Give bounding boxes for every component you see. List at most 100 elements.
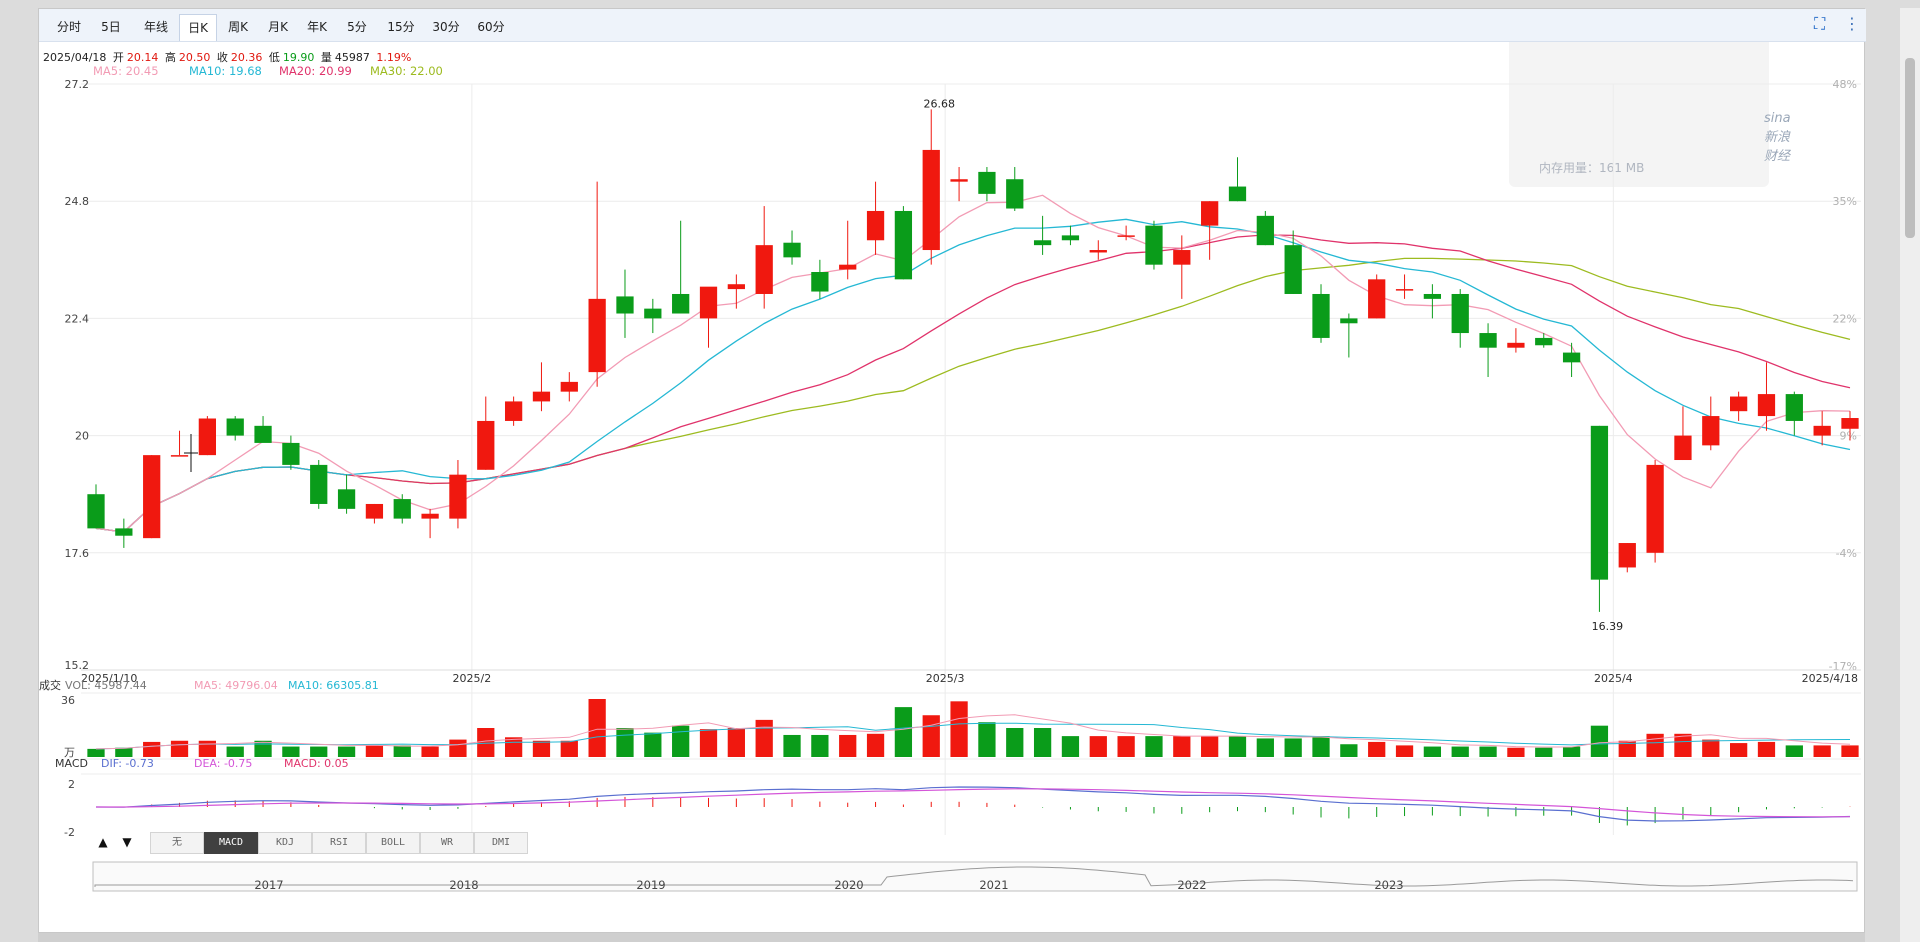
volume-bar[interactable] (1257, 738, 1274, 757)
candle-body[interactable] (978, 172, 995, 194)
volume-bar[interactable] (421, 747, 438, 757)
volume-bar[interactable] (1814, 745, 1831, 757)
scrollbar-thumb[interactable] (1905, 58, 1915, 238)
volume-bar[interactable] (366, 745, 383, 757)
volume-bar[interactable] (616, 728, 633, 757)
candle-body[interactable] (1173, 250, 1190, 265)
candle-body[interactable] (1563, 353, 1580, 363)
candle-body[interactable] (1034, 240, 1051, 245)
candle-body[interactable] (1117, 235, 1134, 237)
candle-body[interactable] (421, 514, 438, 519)
volume-bar[interactable] (1034, 728, 1051, 757)
volume-bar[interactable] (227, 747, 244, 757)
volume-bar[interactable] (644, 733, 661, 757)
overview-navigator[interactable] (93, 862, 1857, 891)
volume-bar[interactable] (867, 734, 884, 757)
indicator-button-无[interactable]: 无 (150, 832, 204, 854)
candle-body[interactable] (505, 401, 522, 421)
candle-body[interactable] (1062, 235, 1079, 240)
candle-body[interactable] (1646, 465, 1663, 553)
candle-body[interactable] (87, 494, 104, 528)
volume-bar[interactable] (1145, 736, 1162, 757)
candle-body[interactable] (1758, 394, 1775, 416)
volume-bar[interactable] (561, 741, 578, 757)
candle-body[interactable] (561, 382, 578, 392)
candle-body[interactable] (115, 528, 132, 535)
candle-body[interactable] (1201, 201, 1218, 225)
indicator-button-kdj[interactable]: KDJ (258, 832, 312, 854)
volume-bar[interactable] (839, 735, 856, 757)
candle-body[interactable] (950, 179, 967, 181)
volume-bar[interactable] (811, 735, 828, 757)
arrow-up-icon[interactable]: ▲ (93, 832, 113, 852)
candle-body[interactable] (533, 392, 550, 402)
chart-canvas[interactable]: 27.224.822.42017.615.248%35%22%9%-4%-17%… (39, 9, 1866, 934)
volume-bar[interactable] (87, 749, 104, 757)
volume-bar[interactable] (923, 715, 940, 757)
candle-body[interactable] (477, 421, 494, 470)
volume-bar[interactable] (1646, 734, 1663, 757)
volume-bar[interactable] (199, 741, 216, 757)
candle-body[interactable] (1340, 318, 1357, 323)
candle-body[interactable] (1730, 397, 1747, 412)
volume-bar[interactable] (1173, 736, 1190, 757)
volume-bar[interactable] (1758, 742, 1775, 757)
volume-bar[interactable] (1424, 747, 1441, 757)
candle-body[interactable] (756, 245, 773, 294)
candle-body[interactable] (394, 499, 411, 519)
candle-body[interactable] (700, 287, 717, 319)
volume-bar[interactable] (978, 722, 995, 757)
indicator-button-rsi[interactable]: RSI (312, 832, 366, 854)
volume-bar[interactable] (1201, 736, 1218, 757)
candle-body[interactable] (1814, 426, 1831, 436)
volume-bar[interactable] (1452, 747, 1469, 757)
volume-bar[interactable] (1312, 736, 1329, 757)
candle-body[interactable] (728, 284, 745, 289)
page-scrollbar[interactable] (1900, 8, 1920, 942)
volume-bar[interactable] (1563, 747, 1580, 757)
volume-bar[interactable] (1479, 747, 1496, 757)
candle-body[interactable] (1674, 436, 1691, 460)
candle-body[interactable] (867, 211, 884, 240)
candle-body[interactable] (171, 455, 188, 457)
candle-body[interactable] (783, 243, 800, 258)
indicator-button-boll[interactable]: BOLL (366, 832, 420, 854)
volume-bar[interactable] (115, 748, 132, 757)
volume-bar[interactable] (672, 726, 689, 757)
candle-body[interactable] (839, 265, 856, 270)
candle-body[interactable] (1619, 543, 1636, 567)
candle-body[interactable] (1702, 416, 1719, 445)
volume-bar[interactable] (950, 701, 967, 757)
candle-body[interactable] (1841, 418, 1858, 429)
candle-body[interactable] (644, 309, 661, 319)
volume-bar[interactable] (282, 747, 299, 757)
indicator-button-macd[interactable]: MACD (204, 832, 258, 854)
candle-body[interactable] (1424, 294, 1441, 299)
indicator-button-dmi[interactable]: DMI (474, 832, 528, 854)
volume-bar[interactable] (1340, 744, 1357, 757)
candle-body[interactable] (1591, 426, 1608, 580)
candle-body[interactable] (1452, 294, 1469, 333)
candle-body[interactable] (616, 296, 633, 313)
volume-bar[interactable] (533, 741, 550, 757)
volume-bar[interactable] (756, 720, 773, 757)
volume-bar[interactable] (338, 747, 355, 757)
volume-bar[interactable] (171, 741, 188, 757)
volume-bar[interactable] (310, 747, 327, 757)
candle-body[interactable] (449, 475, 466, 519)
candle-body[interactable] (1090, 250, 1107, 252)
volume-bar[interactable] (728, 728, 745, 757)
arrow-down-icon[interactable]: ▼ (117, 832, 137, 852)
candle-body[interactable] (338, 489, 355, 509)
volume-bar[interactable] (589, 699, 606, 757)
volume-bar[interactable] (1006, 728, 1023, 757)
volume-bar[interactable] (1117, 736, 1134, 757)
volume-bar[interactable] (143, 742, 160, 757)
volume-bar[interactable] (1396, 745, 1413, 757)
volume-bar[interactable] (1702, 740, 1719, 757)
volume-bar[interactable] (1285, 738, 1302, 757)
candle-body[interactable] (1507, 343, 1524, 348)
candle-body[interactable] (199, 419, 216, 456)
candle-body[interactable] (672, 294, 689, 314)
candle-body[interactable] (310, 465, 327, 504)
